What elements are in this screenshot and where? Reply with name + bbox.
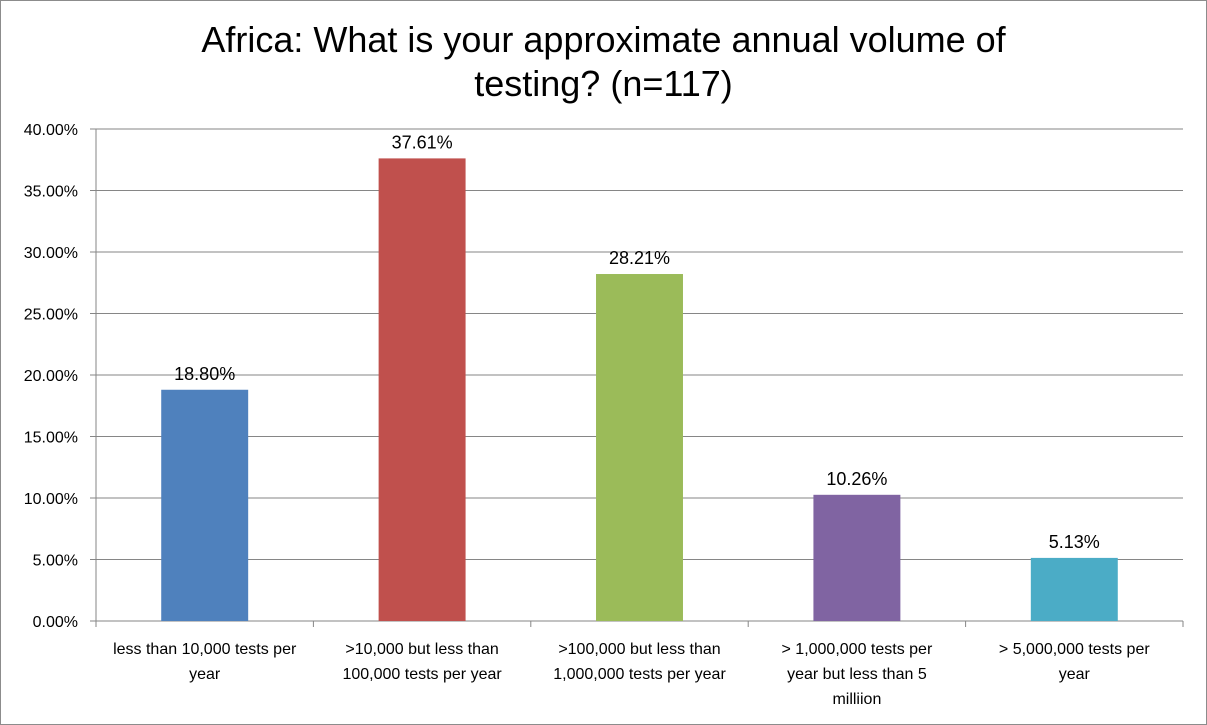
bar bbox=[378, 158, 466, 621]
y-tick-label: 20.00% bbox=[24, 368, 78, 385]
bar bbox=[1030, 557, 1118, 621]
x-tick-label: milliion bbox=[832, 691, 881, 708]
x-tick-label: > 5,000,000 tests per bbox=[999, 641, 1150, 658]
x-tick-label: 1,000,000 tests per year bbox=[553, 666, 726, 683]
y-tick-label: 15.00% bbox=[24, 430, 78, 447]
y-tick-label: 30.00% bbox=[24, 245, 78, 262]
y-tick-label: 5.00% bbox=[33, 553, 78, 570]
data-label: 28.21% bbox=[609, 248, 670, 268]
y-tick-label: 10.00% bbox=[24, 491, 78, 508]
chart-title-line-1: Africa: What is your approximate annual … bbox=[201, 19, 1006, 60]
y-tick-label: 25.00% bbox=[24, 307, 78, 324]
y-tick-label: 40.00% bbox=[24, 122, 78, 139]
x-tick-label: year bbox=[189, 666, 221, 683]
bar bbox=[813, 494, 901, 621]
x-tick-label: >10,000 but less than bbox=[345, 641, 498, 658]
data-label: 18.80% bbox=[174, 364, 235, 384]
x-tick-label: >100,000 but less than bbox=[558, 641, 720, 658]
x-tick-label: year but less than 5 bbox=[787, 666, 927, 683]
y-tick-label: 35.00% bbox=[24, 184, 78, 201]
data-label: 37.61% bbox=[392, 132, 453, 152]
bar bbox=[596, 274, 683, 621]
data-label: 5.13% bbox=[1049, 532, 1100, 552]
bar bbox=[161, 389, 249, 621]
chart-title-line-2: testing? (n=117) bbox=[474, 63, 733, 104]
chart-title: Africa: What is your approximate annual … bbox=[0, 18, 1207, 106]
data-label: 10.26% bbox=[826, 469, 887, 489]
y-tick-label: 0.00% bbox=[33, 614, 78, 631]
x-tick-label: > 1,000,000 tests per bbox=[782, 641, 933, 658]
x-tick-label: 100,000 tests per year bbox=[342, 666, 502, 683]
x-tick-label: less than 10,000 tests per bbox=[113, 641, 297, 658]
x-tick-label: year bbox=[1059, 666, 1091, 683]
